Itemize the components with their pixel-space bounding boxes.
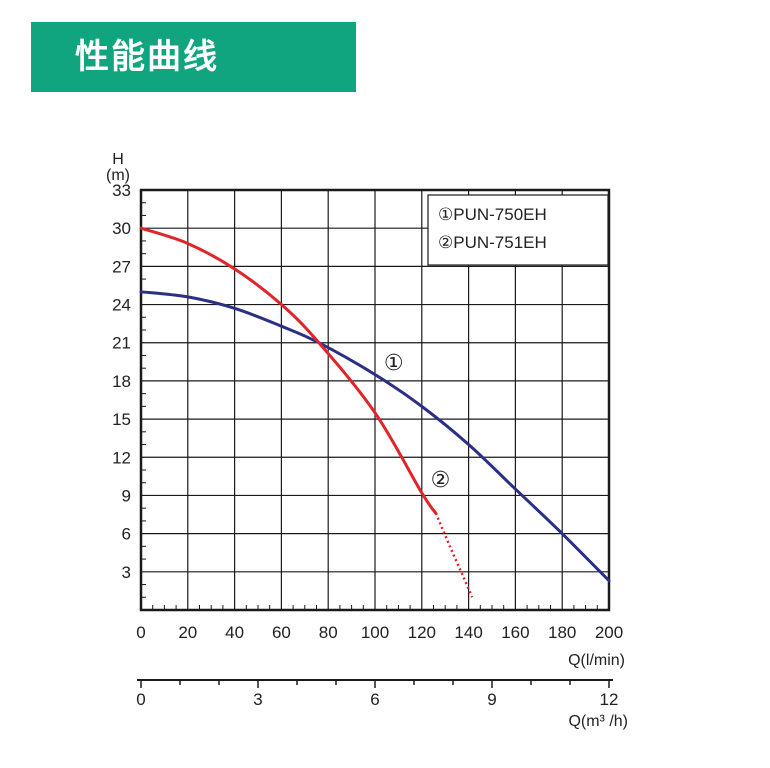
y-tick-label: 21 — [112, 334, 131, 353]
page-title: 性能曲线 — [75, 37, 219, 77]
legend-box — [427, 194, 609, 266]
y-axis-unit: (m) — [106, 167, 130, 184]
y-tick-label: 15 — [112, 410, 131, 429]
series-line-2-extension — [434, 512, 474, 598]
series-line-2 — [139, 226, 438, 515]
curve-marker-1: ① — [384, 350, 404, 375]
y-tick-label: 12 — [112, 448, 131, 467]
legend-entry-2: ②PUN-751EH — [438, 233, 547, 252]
secondary-x-tick-label: 9 — [487, 690, 496, 709]
x-axis-label: Q(l/min) — [568, 652, 625, 669]
x-tick-label: 0 — [136, 623, 145, 642]
curve-marker-2: ② — [431, 467, 451, 492]
x-tick-label: 20 — [178, 623, 197, 642]
y-tick-label: 9 — [122, 486, 131, 505]
y-axis-label: H — [112, 151, 124, 168]
legend: ①PUN-750EH ②PUN-751EH — [427, 194, 609, 266]
secondary-x-tick-label: 12 — [600, 690, 619, 709]
x-tick-label: 40 — [225, 623, 244, 642]
x-tick-label: 160 — [501, 623, 529, 642]
y-tick-label: 24 — [112, 296, 131, 315]
x-tick-label: 100 — [361, 623, 389, 642]
x-axis-ticks: 0 20 40 60 80 100 120 140 160 180 200 — [136, 623, 623, 642]
series-line-1 — [139, 290, 611, 583]
x-tick-label: 180 — [548, 623, 576, 642]
chart-series — [139, 226, 611, 598]
secondary-x-tick-label: 3 — [253, 690, 262, 709]
secondary-x-axis-label: Q(m³ /h) — [568, 713, 628, 730]
legend-entry-1: ①PUN-750EH — [438, 205, 547, 224]
x-tick-label: 80 — [319, 623, 338, 642]
secondary-x-tick-label: 6 — [370, 690, 379, 709]
x-tick-label: 200 — [595, 623, 623, 642]
y-tick-label: 18 — [112, 372, 131, 391]
y-tick-label: 3 — [122, 563, 131, 582]
chart-grid — [139, 188, 611, 612]
plot-frame — [139, 188, 611, 612]
header-banner: 性能曲线 — [31, 22, 356, 92]
y-tick-label: 27 — [112, 257, 131, 276]
y-tick-label: 6 — [122, 525, 131, 544]
x-tick-label: 140 — [454, 623, 482, 642]
x-tick-label: 120 — [408, 623, 436, 642]
secondary-x-tick-label: 0 — [136, 690, 145, 709]
secondary-x-axis: 0 3 6 9 12 — [136, 679, 619, 709]
y-axis-ticks: 3 6 9 12 15 18 21 24 27 30 33 — [112, 181, 131, 582]
y-tick-label: 33 — [112, 181, 131, 200]
y-tick-label: 30 — [112, 219, 131, 238]
x-tick-label: 60 — [272, 623, 291, 642]
